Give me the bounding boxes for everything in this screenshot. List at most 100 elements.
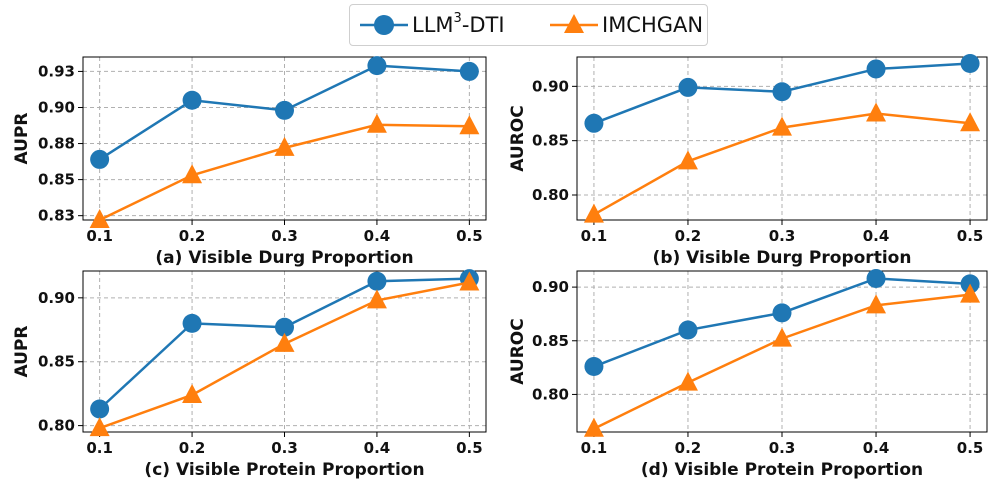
data-point <box>960 112 981 132</box>
data-point <box>182 313 202 333</box>
y-tick-label: 0.80 <box>532 385 569 403</box>
data-point <box>275 100 294 120</box>
series-imchgan <box>583 283 981 437</box>
axes-frame <box>82 270 487 433</box>
data-point <box>960 54 980 74</box>
x-tick-label: 0.3 <box>271 439 298 457</box>
legend-marker-triangle-icon <box>550 14 598 33</box>
data-point <box>90 399 110 419</box>
y-tick-label: 0.80 <box>38 417 75 435</box>
data-point <box>90 149 110 169</box>
y-axis-label: AUROC <box>508 318 528 384</box>
legend: LLM3-DTI IMCHGAN <box>349 4 708 46</box>
legend-label-llm3-dti: LLM3-DTI <box>412 11 505 37</box>
x-tick-label: 0.3 <box>769 227 796 245</box>
x-axis-label: (c) Visible Protein Proportion <box>144 460 424 480</box>
data-point <box>960 283 981 303</box>
x-axis-label: (d) Visible Protein Proportion <box>641 460 923 480</box>
data-point <box>772 82 792 102</box>
x-tick-label: 0.3 <box>769 439 796 457</box>
axes-frame <box>82 56 487 221</box>
data-point <box>866 102 887 122</box>
data-point <box>89 209 110 228</box>
x-tick-label: 0.1 <box>86 439 113 457</box>
data-point <box>459 271 480 291</box>
y-tick-label: 0.90 <box>38 98 75 116</box>
data-point <box>459 61 479 81</box>
x-tick-label: 0.4 <box>863 227 890 245</box>
axes-frame <box>576 270 988 433</box>
y-tick-label: 0.85 <box>38 171 75 189</box>
y-tick-label: 0.85 <box>532 132 569 150</box>
y-tick-label: 0.88 <box>38 135 75 153</box>
data-point <box>583 417 604 437</box>
legend-item-imchgan: IMCHGAN <box>546 5 703 45</box>
data-point <box>182 164 203 184</box>
data-point <box>366 289 387 309</box>
data-point <box>677 371 698 391</box>
data-point <box>274 136 295 156</box>
axes-frame <box>576 56 988 221</box>
y-tick-label: 0.83 <box>38 207 75 225</box>
y-tick-label: 0.80 <box>532 186 569 204</box>
y-axis-label: AUROC <box>508 105 528 171</box>
panel-d: 0.1 0.2 0.3 0.4 0.5 0.80 0.85 0.90 (d) Visible P… <box>508 269 988 480</box>
x-tick-label: 0.4 <box>863 439 890 457</box>
legend-marker-circle-icon <box>360 15 408 35</box>
panel-b: 0.1 0.2 0.3 0.4 0.5 0.80 0.85 0.90 (b) Visible D… <box>508 54 988 268</box>
x-tick-label: 0.5 <box>957 439 984 457</box>
data-point <box>584 357 604 377</box>
legend-llm-superscript: 3 <box>453 11 462 26</box>
data-point <box>772 303 792 323</box>
legend-llm-prefix: LLM <box>412 13 454 37</box>
data-point <box>274 332 295 352</box>
data-point <box>366 113 387 133</box>
data-point <box>584 113 604 133</box>
x-tick-label: 0.1 <box>581 439 608 457</box>
data-point <box>677 150 698 170</box>
x-tick-label: 0.5 <box>957 227 984 245</box>
legend-llm-suffix: -DTI <box>461 13 505 37</box>
x-tick-label: 0.2 <box>179 439 206 457</box>
panel-a: 0.1 0.2 0.3 0.4 0.5 0.83 0.85 0.88 0.90 0.93 (a) V… <box>12 56 487 268</box>
y-tick-label: 0.90 <box>38 289 75 307</box>
y-tick-label: 0.85 <box>532 332 569 350</box>
legend-item-llm3-dti: LLM3-DTI <box>356 5 505 45</box>
data-point <box>89 417 110 437</box>
y-axis-label: AUPR <box>12 326 32 378</box>
x-tick-label: 0.1 <box>581 227 608 245</box>
x-tick-label: 0.2 <box>179 227 206 245</box>
y-tick-label: 0.90 <box>532 278 569 296</box>
series-llm3-dti <box>584 54 980 133</box>
x-tick-label: 0.5 <box>456 439 483 457</box>
x-tick-label: 0.3 <box>271 227 298 245</box>
data-point <box>182 90 202 110</box>
x-tick-label: 0.4 <box>364 227 391 245</box>
y-tick-label: 0.93 <box>38 62 75 80</box>
legend-label-imchgan: IMCHGAN <box>602 13 704 37</box>
x-tick-label: 0.2 <box>675 439 702 457</box>
data-point <box>678 320 698 340</box>
y-tick-label: 0.85 <box>38 353 75 371</box>
series-imchgan <box>89 113 480 228</box>
data-point <box>866 59 886 79</box>
data-point <box>772 116 792 136</box>
data-point <box>678 77 698 97</box>
data-point <box>772 327 792 347</box>
y-tick-label: 0.90 <box>532 77 569 95</box>
data-point <box>367 56 387 76</box>
x-tick-label: 0.2 <box>675 227 702 245</box>
data-point <box>182 383 203 403</box>
x-tick-label: 0.1 <box>86 227 113 245</box>
x-axis-label: (a) Visible Durg Proportion <box>155 248 413 268</box>
data-point <box>275 317 294 337</box>
x-axis-label: (b) Visible Durg Proportion <box>653 248 912 268</box>
data-point <box>866 269 886 289</box>
x-tick-label: 0.5 <box>456 227 483 245</box>
data-point <box>367 271 387 291</box>
series-llm3-dti <box>90 56 479 169</box>
series-imchgan <box>583 102 981 223</box>
data-point <box>459 115 480 135</box>
x-tick-label: 0.4 <box>364 439 391 457</box>
